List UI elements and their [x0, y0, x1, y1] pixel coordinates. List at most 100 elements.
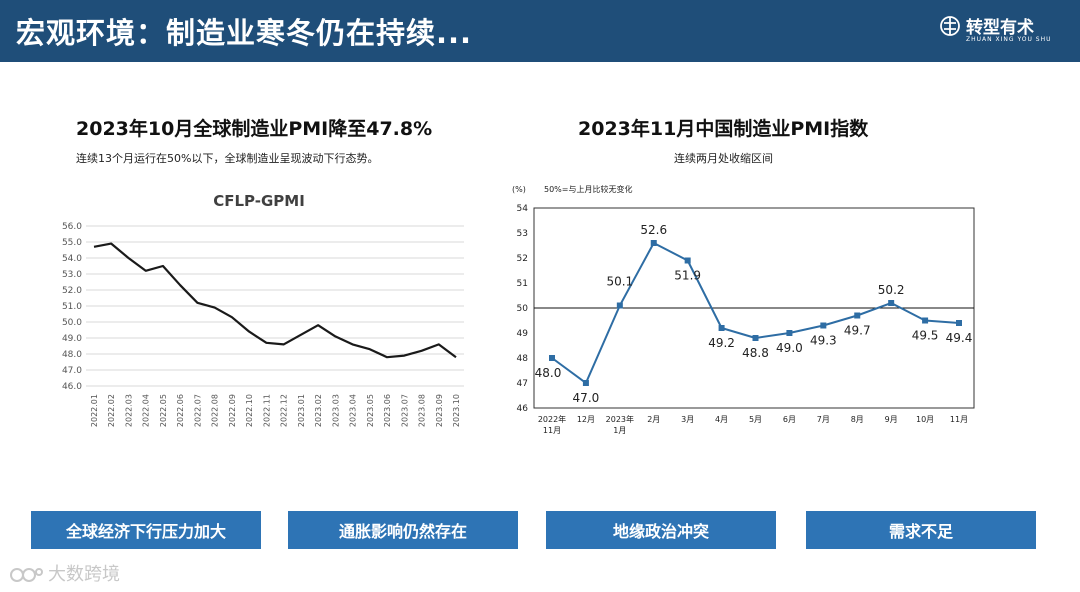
brand-logo: 转型有术 ZHUAN XING YOU SHU	[938, 12, 1058, 50]
x-tick-label: 2022.05	[159, 394, 168, 427]
y-tick-label: 47	[517, 379, 528, 389]
watermark: 大数跨境	[10, 560, 120, 586]
left-panel-subtitle: 连续13个月运行在50%以下，全球制造业呈现波动下行态势。	[76, 152, 379, 165]
data-label: 52.6	[640, 223, 667, 237]
x-tick-label: 5月	[749, 415, 762, 424]
watermark-text: 大数跨境	[48, 564, 120, 585]
x-tick-label: 2022.11	[262, 394, 271, 427]
brand-name: 转型有术	[966, 18, 1034, 38]
x-tick-label: 2023.01	[297, 394, 306, 427]
x-tick-label: 2023.02	[314, 394, 323, 427]
series-line	[93, 242, 457, 359]
y-tick-label: 47.0	[62, 366, 82, 376]
factor-geopolitics: 地缘政治冲突	[546, 511, 776, 549]
data-label: 49.4	[946, 331, 973, 345]
y-tick-label: 49.0	[62, 334, 82, 344]
x-tick-label: 10月	[916, 415, 934, 424]
x-tick-label: 7月	[817, 415, 830, 424]
header-bar: 宏观环境：制造业寒冬仍在持续... 转型有术 ZHUAN XING YOU SH…	[0, 0, 1080, 62]
x-tick-label: 2023.06	[383, 394, 392, 427]
data-point	[684, 257, 691, 264]
y-tick-label: 46.0	[62, 382, 82, 392]
x-tick-label: 2022.04	[142, 394, 151, 427]
data-point	[616, 302, 623, 309]
x-tick-label: 8月	[851, 415, 864, 424]
factor-inflation: 通胀影响仍然存在	[288, 511, 518, 549]
y-tick-label: 46	[517, 404, 529, 414]
y-tick-label: 50.0	[62, 318, 82, 328]
y-tick-label: 54.0	[62, 254, 82, 264]
x-tick-label: 11月	[543, 426, 561, 435]
data-point	[582, 380, 589, 386]
brand-logo-icon	[940, 16, 960, 36]
y-unit-label: (%)	[512, 185, 526, 194]
data-point	[786, 330, 793, 336]
x-tick-label: 2022.12	[280, 394, 289, 427]
y-tick-label: 54	[517, 204, 529, 214]
right-panel-subtitle: 连续两月处收缩区间	[674, 152, 773, 165]
x-tick-label: 2022年	[538, 414, 566, 424]
y-tick-label: 53.0	[62, 270, 82, 280]
x-tick-label: 9月	[885, 415, 898, 424]
page-title: 宏观环境：制造业寒冬仍在持续...	[16, 16, 473, 50]
x-tick-label: 2023.04	[349, 394, 358, 427]
x-tick-label: 2022.02	[107, 394, 116, 427]
x-tick-label: 6月	[783, 415, 796, 424]
data-label: 49.3	[810, 334, 837, 348]
y-tick-label: 49	[517, 329, 529, 339]
data-label: 51.9	[674, 269, 701, 283]
chart-title: CFLP-GPMI	[213, 192, 305, 210]
legend-note: 50%=与上月比较无变化	[544, 184, 632, 194]
factor-weak-demand: 需求不足	[806, 511, 1036, 549]
data-label: 48.0	[535, 366, 562, 380]
y-tick-label: 52.0	[62, 286, 82, 296]
x-tick-label: 2022.06	[176, 394, 185, 427]
x-tick-label: 4月	[715, 415, 728, 424]
data-label: 50.2	[878, 283, 905, 297]
data-point	[922, 317, 929, 324]
data-point	[854, 312, 861, 319]
y-tick-label: 51	[517, 279, 528, 289]
x-tick-label: 1月	[613, 426, 626, 435]
x-tick-label: 2023.09	[435, 394, 444, 427]
x-tick-label: 3月	[681, 415, 694, 424]
data-point	[888, 300, 895, 306]
x-tick-label: 2023.05	[366, 394, 375, 427]
data-point	[549, 355, 555, 361]
y-tick-label: 53	[517, 229, 528, 239]
data-point	[718, 325, 725, 331]
y-tick-label: 56.0	[62, 222, 82, 232]
china-pmi-chart: (%) 50%=与上月比较无变化 54 53 52 51 50 49 48 47 46 2022…	[512, 184, 975, 435]
data-point	[752, 335, 759, 341]
series-line	[551, 242, 960, 384]
cflp-gpmi-chart: CFLP-GPMI 56.0 55.0 54.0 53.0 52.0 51.0 50.0 49…	[62, 192, 464, 427]
data-point	[650, 240, 657, 246]
x-tick-label: 2022.09	[228, 394, 237, 427]
left-panel-title: 2023年10月全球制造业PMI降至47.8%	[76, 118, 433, 140]
x-tick-label: 2023.10	[452, 394, 461, 427]
watermark-logo-icon	[10, 568, 43, 582]
x-tick-label: 2023.03	[331, 394, 340, 427]
x-tick-label: 2023.07	[400, 394, 409, 427]
data-label: 49.5	[912, 329, 939, 343]
data-label: 49.2	[708, 336, 735, 350]
x-tick-label: 2022.01	[90, 394, 99, 427]
brand-sub: ZHUAN XING YOU SHU	[966, 36, 1052, 43]
y-tick-label: 48	[517, 354, 529, 364]
factor-economic-pressure: 全球经济下行压力加大	[31, 511, 261, 549]
data-point	[956, 320, 962, 326]
x-tick-label: 2月	[647, 415, 660, 424]
x-tick-label: 2023.08	[418, 394, 427, 427]
right-panel-title: 2023年11月中国制造业PMI指数	[578, 118, 869, 140]
data-point	[820, 322, 827, 329]
x-tick-label: 2022.10	[245, 394, 254, 427]
x-tick-label: 12月	[577, 415, 595, 424]
y-tick-label: 50	[517, 304, 529, 314]
x-tick-label: 2022.07	[193, 394, 202, 427]
x-tick-label: 11月	[950, 415, 968, 424]
x-tick-label: 2022.08	[211, 394, 220, 427]
data-label: 47.0	[573, 391, 600, 405]
y-tick-label: 52	[517, 254, 528, 264]
data-label: 48.8	[742, 346, 769, 360]
y-tick-label: 51.0	[62, 302, 82, 312]
